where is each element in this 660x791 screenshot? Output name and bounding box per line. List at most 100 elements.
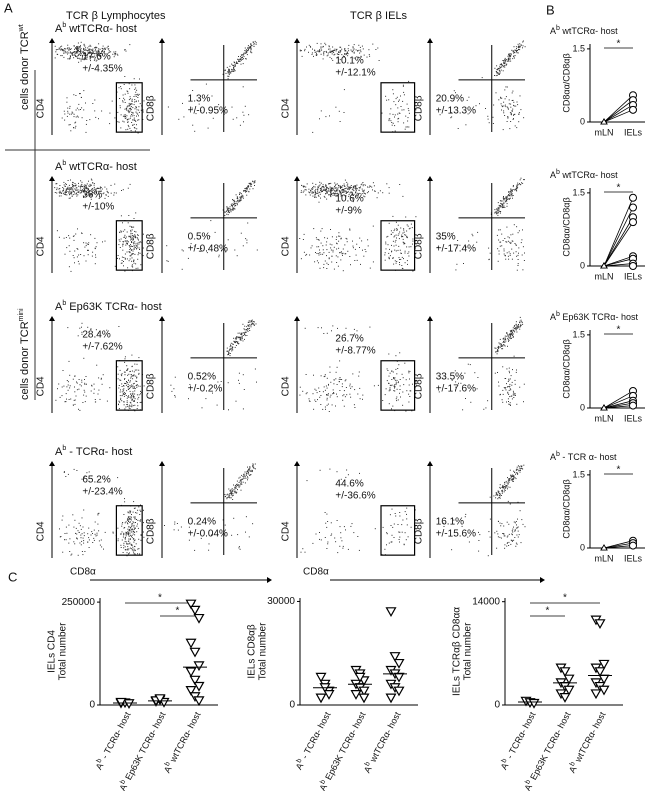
event-dot xyxy=(235,491,237,493)
event-dot xyxy=(240,483,242,485)
event-dot xyxy=(91,57,93,58)
event-dot xyxy=(87,244,89,245)
event-dot xyxy=(128,108,130,110)
event-dot xyxy=(126,251,128,253)
event-dot xyxy=(463,263,464,264)
event-dot xyxy=(516,543,518,545)
event-dot xyxy=(127,386,129,388)
event-dot xyxy=(397,249,399,251)
event-dot xyxy=(512,335,514,336)
event-dot xyxy=(129,98,131,100)
event-dot xyxy=(506,536,508,538)
event-dot xyxy=(120,533,122,535)
event-dot xyxy=(143,509,144,511)
event-dot xyxy=(248,114,250,116)
event-dot xyxy=(77,260,79,262)
event-dot xyxy=(137,398,139,400)
event-dot xyxy=(395,98,397,100)
event-dot xyxy=(309,400,311,402)
event-dot xyxy=(359,52,361,54)
event-dot xyxy=(87,50,89,52)
event-dot xyxy=(253,325,255,326)
event-dot xyxy=(324,375,326,377)
event-dot xyxy=(69,188,71,190)
gate-sd: +/-13.3% xyxy=(436,106,476,117)
event-dot xyxy=(398,233,400,235)
event-dot xyxy=(132,253,134,254)
event-dot xyxy=(96,364,98,366)
event-dot xyxy=(85,131,87,133)
event-dot xyxy=(330,190,332,192)
event-dot xyxy=(519,95,521,97)
event-dot xyxy=(515,542,517,544)
event-dot xyxy=(248,185,250,187)
event-dot xyxy=(91,188,93,190)
event-dot xyxy=(125,237,127,239)
event-dot xyxy=(54,57,56,59)
event-dot xyxy=(118,400,120,402)
event-dot xyxy=(397,382,399,384)
event-dot xyxy=(234,64,236,66)
event-dot xyxy=(505,198,507,200)
event-dot xyxy=(323,195,325,197)
event-dot xyxy=(77,47,79,49)
event-dot xyxy=(77,248,79,250)
event-dot xyxy=(334,53,336,55)
event-dot xyxy=(369,55,371,57)
event-dot xyxy=(341,187,343,188)
event-dot xyxy=(503,205,505,207)
event-dot xyxy=(501,109,502,111)
y-axis-label: CD4 xyxy=(281,521,292,541)
event-dot xyxy=(124,374,126,376)
event-dot xyxy=(508,54,510,56)
event-dot xyxy=(360,263,361,265)
event-dot xyxy=(234,338,236,340)
event-dot xyxy=(358,49,360,51)
event-dot xyxy=(137,95,139,96)
event-dot xyxy=(76,46,77,48)
event-dot xyxy=(227,214,229,216)
event-dot xyxy=(306,480,308,482)
pair-line xyxy=(603,263,634,267)
event-dot xyxy=(394,260,396,262)
event-dot xyxy=(323,267,325,269)
event-dot xyxy=(455,92,456,94)
event-dot xyxy=(408,126,410,128)
event-dot xyxy=(300,258,302,260)
event-dot xyxy=(246,54,248,56)
event-dot xyxy=(79,46,81,48)
event-dot xyxy=(242,54,244,56)
event-dot xyxy=(62,515,64,517)
event-dot xyxy=(255,323,257,325)
event-dot xyxy=(237,534,239,536)
event-dot xyxy=(517,526,519,528)
event-dot xyxy=(131,226,133,228)
event-dot xyxy=(69,57,71,59)
event-dot xyxy=(243,56,245,58)
event-dot xyxy=(115,51,117,53)
event-dot xyxy=(338,52,340,54)
event-dot xyxy=(373,385,375,387)
event-dot xyxy=(133,541,135,543)
event-dot xyxy=(140,390,141,392)
event-dot xyxy=(399,515,401,517)
event-dot xyxy=(372,182,374,184)
event-dot xyxy=(72,189,74,191)
event-dot xyxy=(127,374,129,376)
x-axis-label: CD8α xyxy=(70,567,96,578)
event-dot xyxy=(134,410,136,412)
event-dot xyxy=(389,387,391,389)
event-dot xyxy=(200,110,202,112)
event-dot xyxy=(316,246,318,248)
event-dot xyxy=(389,388,391,390)
event-dot xyxy=(223,113,225,115)
event-dot xyxy=(338,232,340,234)
event-dot xyxy=(244,482,246,484)
event-dot xyxy=(331,188,332,189)
event-dot xyxy=(128,540,130,542)
event-dot xyxy=(134,230,136,232)
event-dot xyxy=(497,67,499,69)
event-dot xyxy=(244,335,246,337)
event-dot xyxy=(100,190,102,192)
event-dot xyxy=(138,111,140,113)
